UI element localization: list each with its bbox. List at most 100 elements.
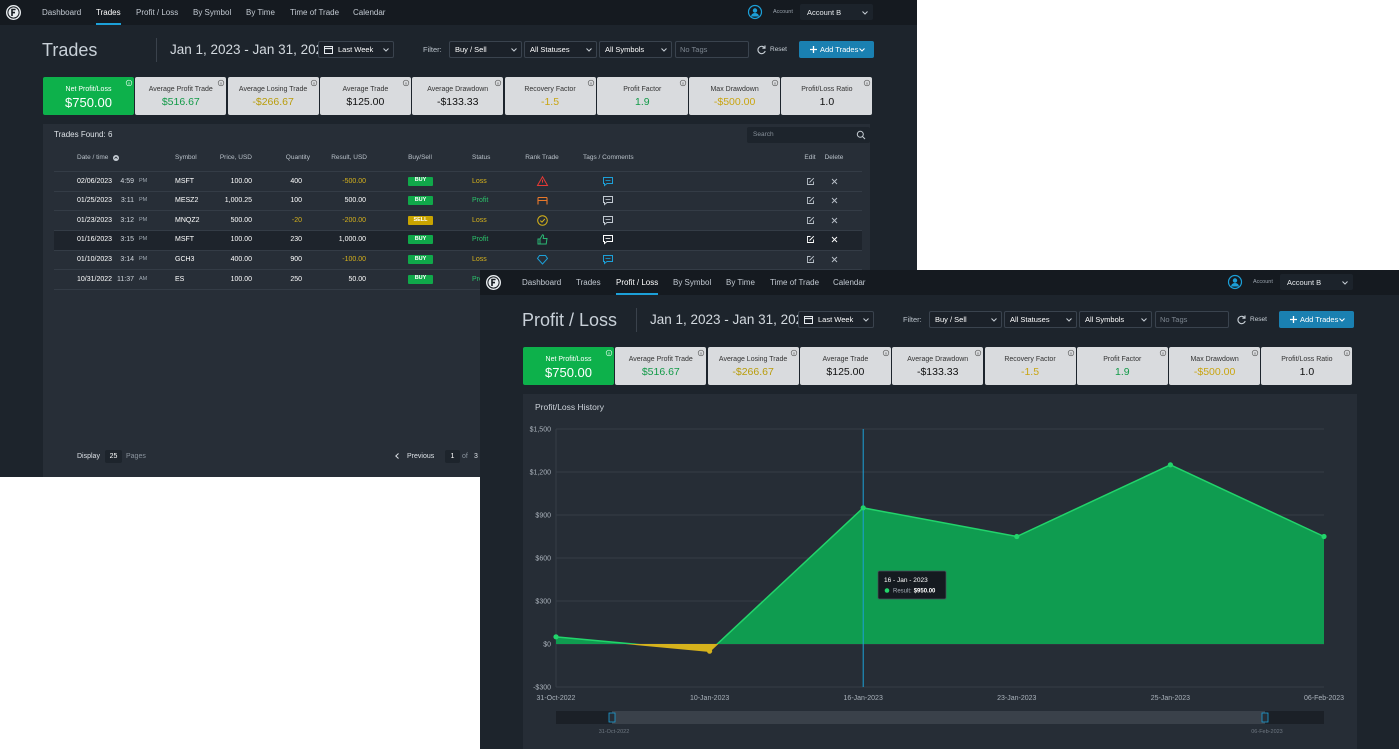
previous-link[interactable]: Previous xyxy=(407,453,435,460)
filter-select[interactable] xyxy=(524,41,597,58)
date-range: Jan 1, 2023 - Jan 31, 2023 xyxy=(650,312,811,327)
nav-link[interactable]: Time of Trade xyxy=(290,7,340,17)
trade-quantity: -20 xyxy=(291,216,302,224)
nav-link[interactable]: Trades xyxy=(576,277,601,287)
tags-input[interactable] xyxy=(1155,311,1229,328)
comment-icon[interactable] xyxy=(603,215,613,226)
reset-link[interactable]: Reset xyxy=(770,46,787,53)
rank-icon[interactable] xyxy=(536,214,548,226)
comment-icon[interactable] xyxy=(603,254,613,265)
trade-quantity: 400 xyxy=(290,177,302,185)
reset-icon[interactable] xyxy=(757,45,766,55)
column-header: Delete xyxy=(824,154,844,161)
reset-icon-shape xyxy=(1242,315,1246,319)
stat-value: 1.9 xyxy=(1114,366,1130,378)
comment-icon[interactable] xyxy=(603,235,613,245)
filter-select[interactable] xyxy=(449,41,522,58)
stat-label: Average Drawdown xyxy=(907,356,969,363)
comment-icon-shape xyxy=(603,235,613,245)
info-icon-shape xyxy=(495,79,502,87)
delete-icon[interactable] xyxy=(831,256,838,263)
search-input[interactable] xyxy=(747,127,870,143)
comment-icon[interactable] xyxy=(603,176,613,187)
nav-link[interactable]: Calendar xyxy=(833,277,866,287)
filter-select[interactable] xyxy=(599,41,672,58)
nav-link[interactable]: Profit / Loss xyxy=(616,277,659,287)
stat-card xyxy=(689,77,781,115)
nav-link[interactable]: Dashboard xyxy=(522,277,562,287)
delete-icon[interactable] xyxy=(831,236,838,243)
rank-icon[interactable] xyxy=(536,195,548,206)
y-tick-label: $600 xyxy=(535,556,551,563)
comment-icon-shape xyxy=(603,254,613,265)
trade-result: -200.00 xyxy=(342,216,366,224)
nav-link[interactable]: By Symbol xyxy=(193,7,232,17)
edit-icon[interactable] xyxy=(806,177,814,185)
comment-icon[interactable] xyxy=(603,196,613,206)
nav-link[interactable]: Dashboard xyxy=(42,7,82,17)
edit-icon[interactable] xyxy=(806,196,814,205)
add-trades-button[interactable] xyxy=(799,41,874,58)
side-badge xyxy=(408,235,433,245)
trades-window: Dashboard Trades Profit / Loss By Symbol By … xyxy=(0,0,917,477)
nav-link[interactable]: By Symbol xyxy=(673,277,712,287)
edit-icon-shape xyxy=(808,236,814,242)
delete-icon-shape xyxy=(831,236,838,243)
edit-icon[interactable] xyxy=(806,255,814,263)
period-label: Last Week xyxy=(338,45,374,54)
rank-icon[interactable] xyxy=(536,175,548,187)
info-icon-shape xyxy=(679,79,686,87)
trade-status: Profit xyxy=(472,236,489,244)
account-select[interactable] xyxy=(1280,274,1353,290)
delete-icon[interactable] xyxy=(831,217,838,224)
page-input[interactable] xyxy=(445,450,460,463)
edit-icon[interactable] xyxy=(806,236,814,244)
trade-time: 3:12 xyxy=(120,216,134,224)
stat-label: Profit/Loss Ratio xyxy=(1281,356,1333,363)
trade-status: Profit xyxy=(472,197,489,205)
delete-icon[interactable] xyxy=(831,197,838,204)
nav-link[interactable]: Time of Trade xyxy=(770,277,820,287)
filter-select[interactable] xyxy=(1004,311,1077,328)
rank-icon[interactable] xyxy=(537,234,548,245)
stat-card xyxy=(135,77,227,115)
period-select[interactable] xyxy=(798,311,874,328)
rank-icon[interactable] xyxy=(536,254,548,265)
add-trades-label: Add Trades xyxy=(820,45,859,54)
info-icon xyxy=(1159,349,1166,357)
page-size-select[interactable] xyxy=(105,450,122,463)
tags-input[interactable] xyxy=(675,41,749,58)
nav-link[interactable]: Calendar xyxy=(353,7,386,17)
nav-link[interactable]: Profit / Loss xyxy=(136,7,179,17)
trade-period: AM xyxy=(139,275,148,282)
trade-price: 1,000.25 xyxy=(224,197,252,205)
trade-symbol: MSFT xyxy=(175,236,195,244)
nav-link[interactable]: By Time xyxy=(246,7,275,17)
stat-card xyxy=(412,77,504,115)
trade-price: 100.00 xyxy=(230,236,252,244)
filter-select[interactable] xyxy=(929,311,1002,328)
account-select[interactable] xyxy=(800,4,873,20)
filter-select[interactable] xyxy=(1079,311,1152,328)
nav-link[interactable]: By Time xyxy=(726,277,755,287)
logo xyxy=(6,5,21,20)
row-divider xyxy=(54,269,862,271)
stat-label: Max Drawdown xyxy=(710,86,759,93)
trade-period: PM xyxy=(139,255,148,262)
chart-title: Profit/Loss History xyxy=(535,402,605,412)
info-icon-shape xyxy=(587,79,594,87)
previous-icon-shape xyxy=(395,453,399,459)
previous-icon[interactable] xyxy=(395,453,399,459)
reset-icon-shape xyxy=(1237,315,1246,325)
info-icon-shape xyxy=(1251,349,1259,357)
add-trades-button[interactable] xyxy=(1279,311,1354,328)
period-select[interactable] xyxy=(318,41,394,58)
reset-icon[interactable] xyxy=(1237,315,1246,325)
edit-icon[interactable] xyxy=(806,216,814,224)
reset-link[interactable]: Reset xyxy=(1250,316,1267,323)
delete-icon[interactable] xyxy=(831,178,838,184)
stat-value: $516.67 xyxy=(161,96,200,108)
nav-link[interactable]: Trades xyxy=(96,7,121,17)
info-icon-shape xyxy=(1067,349,1074,357)
